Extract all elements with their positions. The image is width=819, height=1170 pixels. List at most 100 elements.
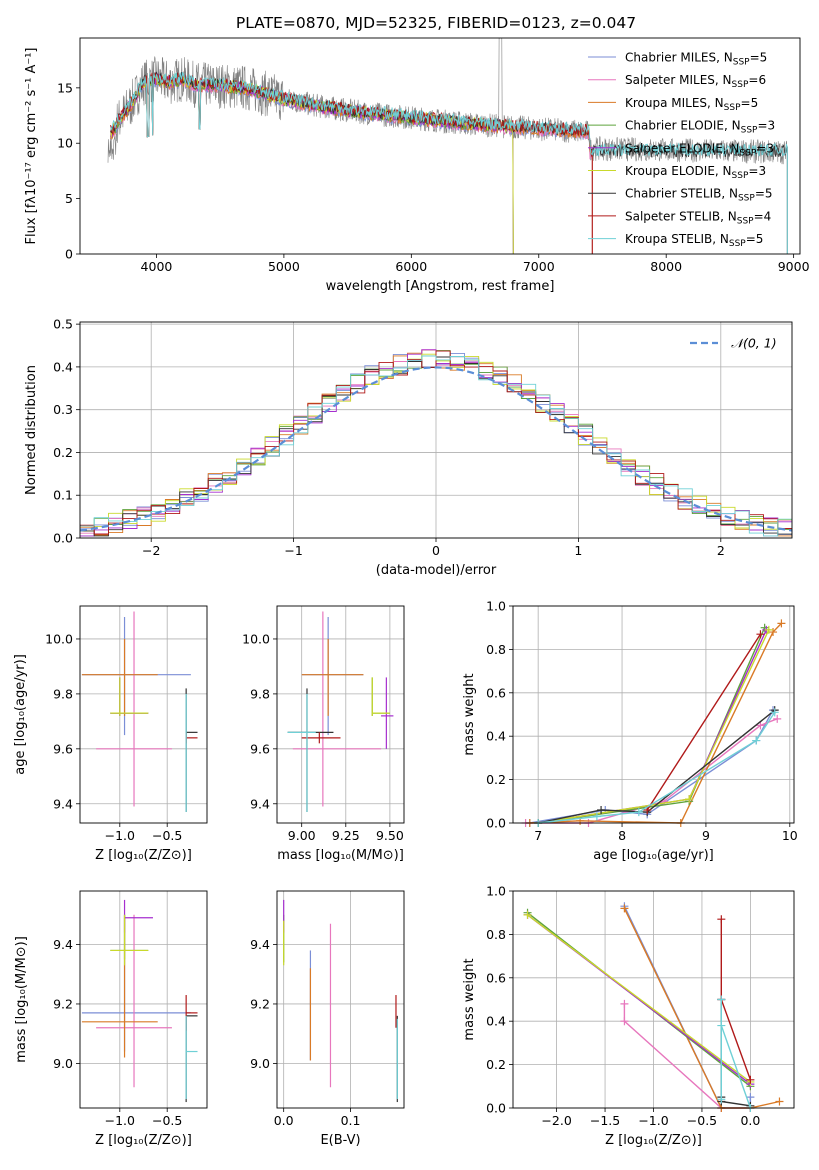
legend-label: Kroupa MILES, NSSP=5 [625, 96, 758, 113]
series-salpeter-elodie [538, 629, 767, 824]
legend-label: Kroupa STELIB, NSSP=5 [625, 232, 763, 249]
histogram-salpeter-elodie [80, 349, 792, 537]
y-tick-label: 9.8 [53, 686, 73, 701]
x-tick-label: 6000 [395, 259, 427, 274]
x-tick-label: −1.0 [105, 1113, 135, 1128]
point-marker [770, 708, 779, 717]
x-axis-label: mass [log₁₀(M/M⊙)] [277, 848, 404, 863]
axes-frame [512, 605, 795, 824]
x-axis-label: E(B-V) [320, 1133, 360, 1148]
axes-age-vs-mass: 9.00 9.25 9.50 9.4 9.6 9.8 10.0 mass [log₁₀(M/M… [242, 605, 405, 863]
model-spectrum-salpeter-stelib [110, 72, 593, 254]
axes-frame [79, 890, 208, 1109]
point-marker [760, 623, 769, 632]
y-tick-label: 15 [57, 80, 73, 95]
x-tick-label: 9.00 [288, 828, 316, 843]
axes-mass-vs-Z: −1.0 −0.5 9.0 9.2 9.4 Z [log₁₀(Z/Z⊙)] mass [lo… [14, 890, 208, 1148]
x-tick-label: 0.1 [341, 1113, 361, 1128]
y-tick-label: 10 [57, 136, 73, 151]
x-tick-label: 9 [702, 828, 710, 843]
legend-label: 𝒩(0, 1) [731, 336, 777, 351]
y-tick-label: 0.6 [486, 685, 506, 700]
x-axis-label: wavelength [Angstrom, rest frame] [326, 279, 555, 294]
y-axis-label: mass [log₁₀(M/M⊙)] [14, 936, 29, 1063]
point-marker [769, 628, 778, 637]
x-tick-label: 4000 [141, 259, 173, 274]
model-spectrum-chabrier-miles [110, 74, 593, 254]
y-axis-label: age [log₁₀(age/yr)] [13, 654, 28, 775]
point-marker [597, 805, 606, 814]
x-tick-label: −2 [142, 543, 160, 558]
axes-frame [79, 37, 801, 255]
x-tick-label: 8 [618, 828, 626, 843]
point-marker [746, 1093, 755, 1102]
point-marker [717, 1095, 726, 1104]
series-kroupa-elodie [527, 914, 751, 1083]
histogram-salpeter-miles [80, 349, 792, 537]
x-axis-label: Z [log₁₀(Z/Z⊙)] [605, 1133, 702, 1148]
point-marker [746, 1075, 755, 1084]
y-tick-label: 0.8 [486, 642, 506, 657]
x-tick-label: 9.25 [332, 828, 360, 843]
point-marker [523, 910, 532, 919]
y-tick-label: 9.4 [250, 796, 270, 811]
y-tick-label: 0.3 [53, 402, 73, 417]
model-spectrum-salpeter-miles [110, 75, 593, 254]
point-marker [717, 1021, 726, 1030]
point-marker [752, 736, 761, 745]
x-tick-label: −0.5 [687, 1113, 717, 1128]
legend-label: Salpeter ELODIE, NSSP=3 [625, 141, 774, 158]
series-kroupa-elodie [538, 629, 770, 824]
axes-spectrum: 4000 5000 6000 7000 8000 9000 0 5 10 15 wavelength… [24, 37, 810, 294]
axes-frame [512, 890, 795, 1109]
x-tick-label: 7000 [523, 259, 555, 274]
y-axis-label: mass weight [462, 673, 477, 755]
y-axis-label: Normed distribution [24, 365, 39, 495]
x-tick-label: −1.0 [638, 1113, 668, 1128]
axes-mass-weight-vs-age: 7 8 9 10 0.0 0.2 0.4 0.6 0.8 1.0 age [log₁₀(age/yr… [462, 599, 798, 864]
y-tick-label: 10.0 [242, 631, 270, 646]
spectrum-legend: Chabrier MILES, NSSP=5 Salpeter MILES, NS… [588, 51, 775, 249]
x-tick-label: −0.5 [152, 1113, 182, 1128]
x-tick-label: −1.5 [590, 1113, 620, 1128]
y-tick-label: 0.0 [486, 1101, 506, 1116]
series-salpeter-stelib [720, 919, 752, 1081]
y-tick-label: 9.8 [250, 686, 270, 701]
point-marker [756, 630, 765, 639]
x-tick-label: 2 [717, 543, 725, 558]
y-tick-label: 10.0 [45, 631, 73, 646]
y-tick-label: 9.4 [250, 937, 270, 952]
histogram-chabrier-miles [80, 352, 792, 536]
series-salpeter-stelib [646, 633, 761, 811]
point-marker [777, 619, 786, 628]
point-marker [756, 721, 765, 730]
point-marker [775, 1097, 784, 1106]
x-axis-label: age [log₁₀(age/yr)] [593, 848, 714, 863]
y-tick-label: 0.4 [53, 359, 73, 374]
x-axis-label: (data-model)/error [376, 563, 497, 578]
y-tick-label: 9.6 [250, 741, 270, 756]
point-marker [620, 999, 629, 1008]
x-tick-label: −2.0 [541, 1113, 571, 1128]
point-marker [717, 915, 726, 924]
axes-frame [276, 605, 405, 824]
point-marker [634, 808, 643, 817]
y-tick-label: 0.5 [53, 317, 73, 332]
series-chabrier-stelib [538, 709, 776, 824]
series-kroupa-stelib [720, 999, 752, 1109]
x-tick-label: 10 [782, 828, 798, 843]
point-marker [620, 904, 629, 913]
point-marker [592, 812, 601, 821]
model-spectrum-kroupa-miles [110, 74, 593, 254]
legend-label: Salpeter STELIB, NSSP=4 [625, 209, 771, 226]
axes-mass-vs-ebv: 0.0 0.1 9.0 9.2 9.4 E(B-V) [250, 890, 405, 1148]
y-tick-label: 0.6 [486, 970, 506, 985]
x-tick-label: −1 [284, 543, 302, 558]
y-tick-label: 9.0 [53, 1056, 73, 1071]
histogram-kroupa-stelib [80, 355, 792, 537]
y-tick-label: 0.2 [486, 772, 506, 787]
y-axis-label: Flux [fλ10⁻¹⁷ erg cm⁻² s⁻¹ A⁻¹] [24, 48, 39, 245]
x-tick-label: 7 [534, 828, 542, 843]
x-axis-label: Z [log₁₀(Z/Z⊙)] [95, 848, 192, 863]
series-chabrier-stelib [720, 999, 751, 1107]
